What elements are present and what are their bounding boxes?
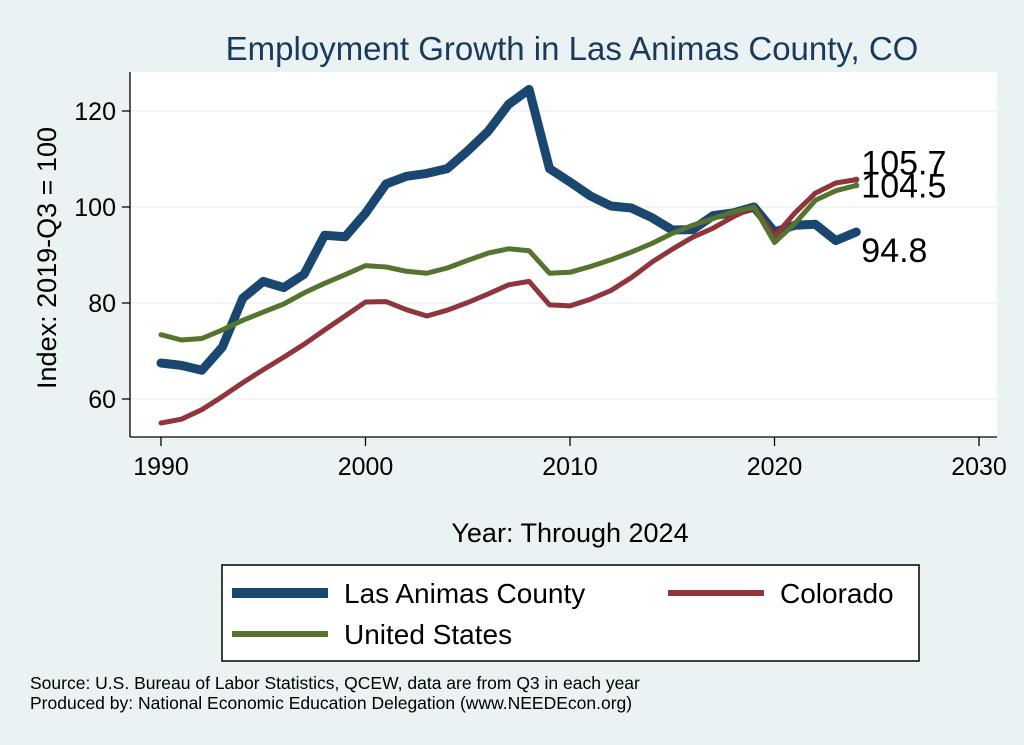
series-endpoint-united-states xyxy=(853,182,860,189)
y-tick-label-80: 80 xyxy=(88,290,116,318)
x-tick-label-2000: 2000 xyxy=(338,453,394,481)
x-tick-label-2020: 2020 xyxy=(747,453,803,481)
end-label-united-states: 104.5 xyxy=(861,167,946,205)
series-line-united-states xyxy=(158,182,859,343)
y-tick-label-100: 100 xyxy=(74,194,116,222)
chart-title: Employment Growth in Las Animas County, … xyxy=(226,30,919,67)
series-lines xyxy=(156,84,861,426)
source-line-2: Produced by: National Economic Education… xyxy=(30,693,632,713)
end-label-colorado: 105.7 xyxy=(861,145,946,183)
plot-area xyxy=(130,72,997,437)
legend-box xyxy=(221,564,920,662)
x-tick-label-2030: 2030 xyxy=(951,453,1007,481)
y-tick-label-120: 120 xyxy=(74,98,116,126)
legend-label-united-states: United States xyxy=(344,619,512,650)
y-axis-label: Index: 2019-Q3 = 100 xyxy=(32,127,62,389)
source-line-1: Source: U.S. Bureau of Labor Statistics,… xyxy=(30,673,640,693)
x-tick-label-1990: 1990 xyxy=(133,453,189,481)
x-axis-label: Year: Through 2024 xyxy=(451,518,688,548)
legend: Las Animas County Colorado United States xyxy=(232,578,894,650)
legend-label-las-animas-county: Las Animas County xyxy=(344,578,585,609)
series-endpoint-colorado xyxy=(853,176,860,183)
series-line-colorado xyxy=(158,177,859,426)
axes: 60 80 100 120 1990 2000 2010 2020 2030 xyxy=(74,72,1007,481)
gridlines xyxy=(130,110,997,400)
y-tick-label-60: 60 xyxy=(88,386,116,414)
series-endpoint-las-animas-county xyxy=(853,228,860,235)
end-label-las-animas-county: 94.8 xyxy=(861,232,927,270)
legend-label-colorado: Colorado xyxy=(780,578,894,609)
x-tick-label-2010: 2010 xyxy=(542,453,598,481)
